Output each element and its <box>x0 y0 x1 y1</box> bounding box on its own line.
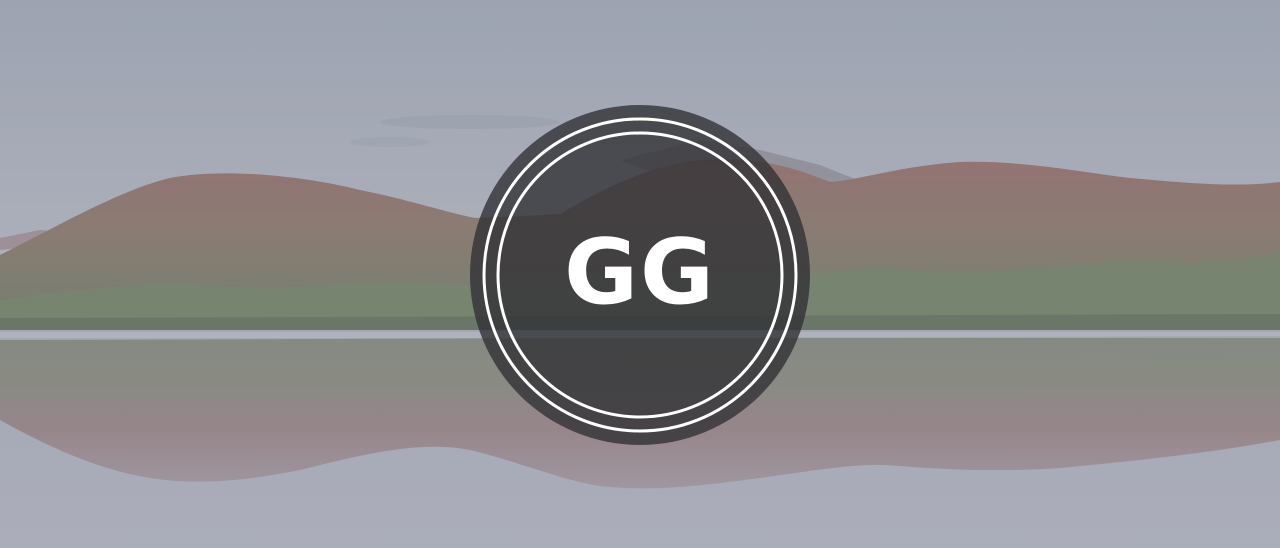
logo-monogram: GG <box>564 220 716 325</box>
gg-logo-badge: GG <box>470 105 810 445</box>
badge-rings <box>470 105 810 445</box>
